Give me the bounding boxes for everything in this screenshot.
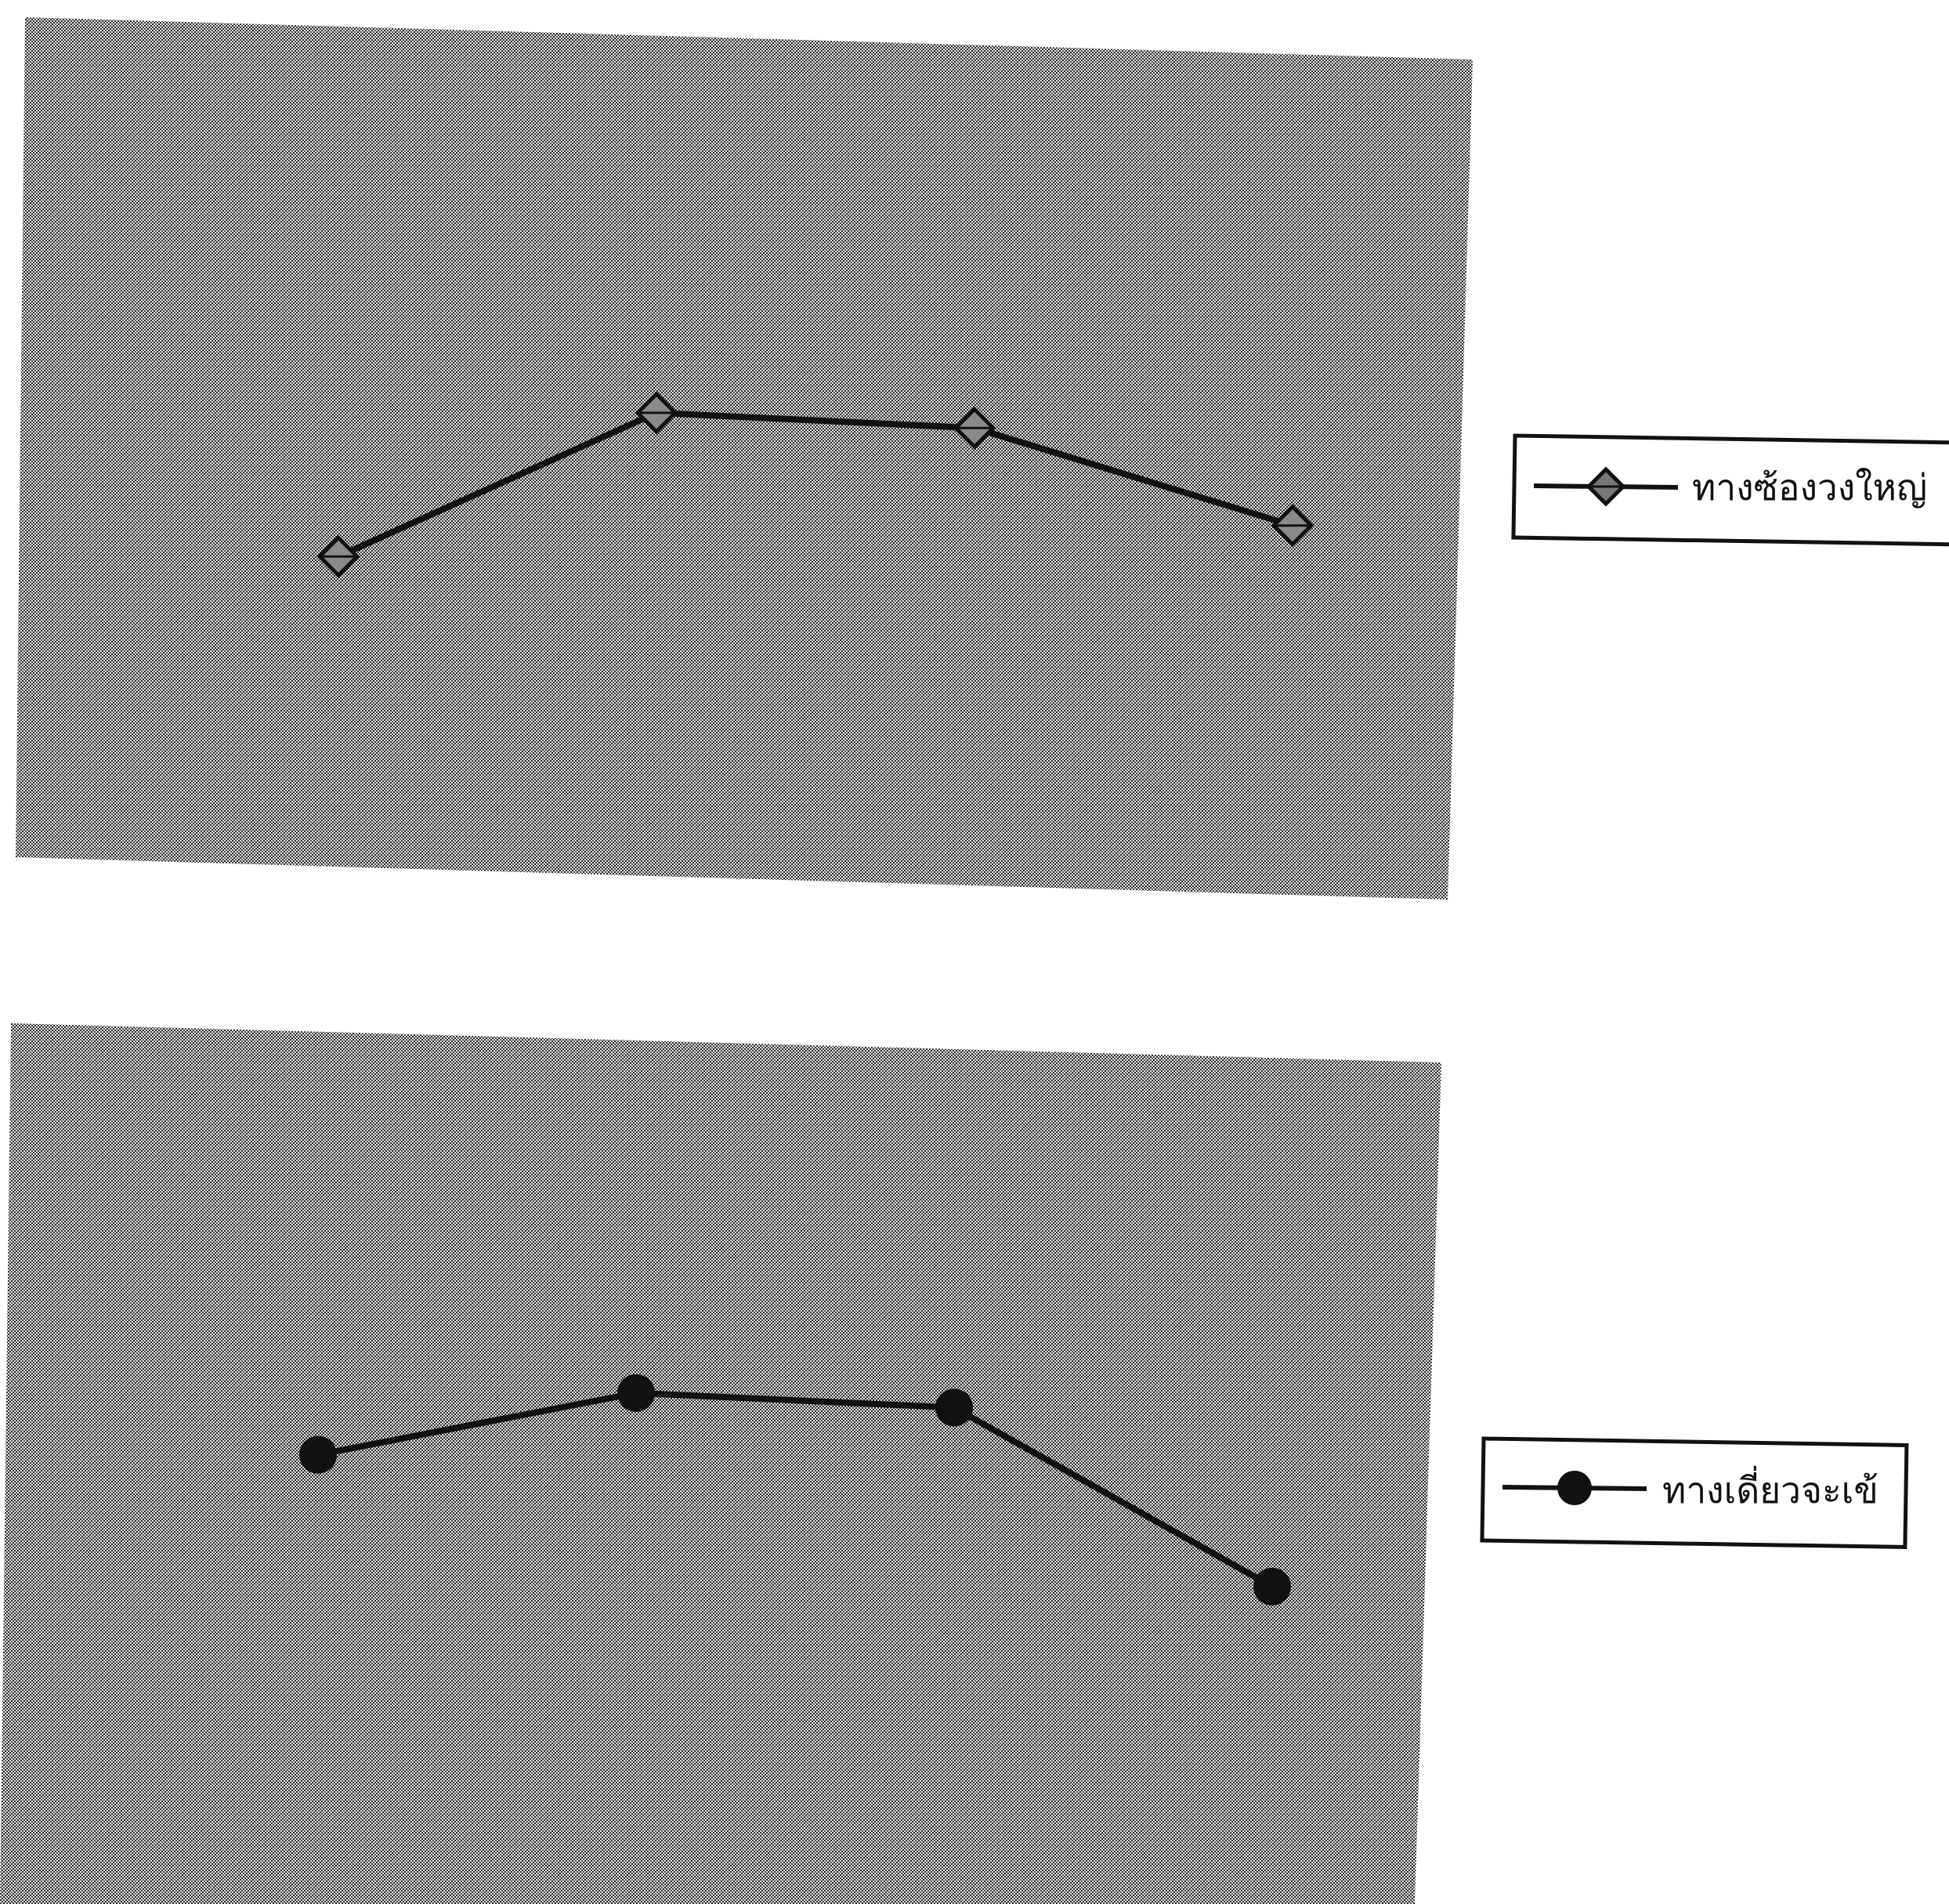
data-point <box>617 1374 655 1412</box>
series-markers <box>299 1374 1291 1605</box>
legend-box <box>1511 433 1949 547</box>
legend-1: ทางซ้องวงใหญ่ <box>1511 433 1949 547</box>
legend-marker-circle-icon <box>1557 1471 1592 1505</box>
data-point <box>953 406 996 450</box>
chart-1: ทางซ้องวงใหญ่ <box>16 17 1949 900</box>
legend-box <box>1480 1436 1909 1550</box>
chart-2: ทางเดี่ยวจะเข้ <box>0 1023 1909 1904</box>
data-point <box>1253 1567 1291 1605</box>
data-point <box>635 391 678 435</box>
legend-label: ทางเดี่ยวจะเข้ <box>1662 1465 1878 1511</box>
legend-label: ทางซ้องวงใหญ่ <box>1692 466 1927 509</box>
plot-area-2 <box>0 1023 1441 1904</box>
legend-marker-diamond-icon <box>1586 466 1626 507</box>
data-point <box>1271 504 1314 548</box>
series-line <box>317 1389 1274 1590</box>
series-markers <box>316 391 1314 578</box>
data-point <box>316 534 360 578</box>
data-point <box>935 1388 973 1427</box>
legend-2: ทางเดี่ยวจะเข้ <box>1480 1436 1909 1550</box>
series-line <box>337 409 1294 559</box>
plot-area-1 <box>16 17 1473 900</box>
data-point <box>299 1435 337 1474</box>
